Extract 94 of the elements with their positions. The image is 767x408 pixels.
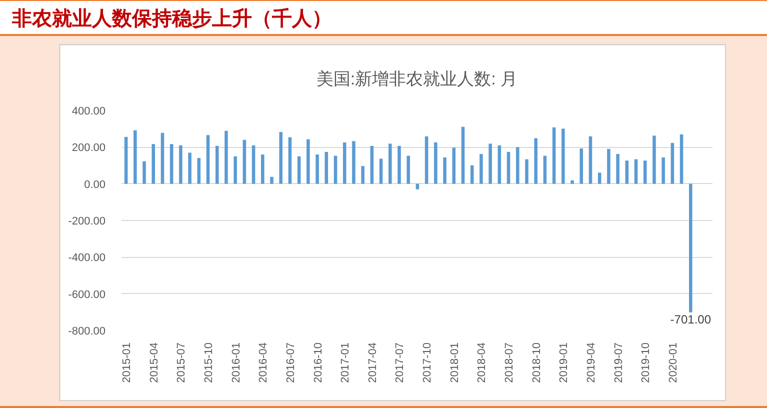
x-tick-label: 2017-04 (366, 342, 379, 383)
bar (179, 145, 182, 184)
data-label: -701.00 (670, 312, 712, 326)
bar (607, 149, 610, 184)
y-tick-label: 200.00 (72, 142, 106, 154)
bar (297, 156, 301, 184)
bar (352, 141, 356, 184)
bar (279, 132, 282, 184)
x-tick-label: 2018-04 (476, 342, 488, 383)
bar (170, 144, 174, 184)
bar (588, 136, 592, 184)
bar (598, 172, 602, 184)
bar (406, 156, 410, 184)
bar (643, 160, 647, 184)
x-tick-label: 2019-01 (558, 342, 570, 383)
bar (424, 136, 428, 184)
x-tick-label: 2015-04 (148, 342, 160, 383)
x-tick-label: 2019-10 (640, 342, 652, 383)
y-tick-label: 400.00 (72, 106, 106, 118)
chart-subtitle: 美国:新增非农就业人数: 月 (316, 70, 518, 88)
bar (152, 144, 156, 184)
bar (334, 156, 338, 184)
y-tick-label: -600.00 (68, 288, 106, 301)
bar (224, 130, 228, 184)
bar (689, 184, 692, 312)
x-tick-label: 2016-04 (258, 342, 270, 383)
y-tick-label: -400.00 (68, 252, 106, 264)
bar (215, 146, 219, 184)
x-tick-label: 2015-01 (121, 342, 134, 383)
x-tick-label: 2018-10 (530, 342, 543, 383)
x-tick-label: 2018-07 (504, 342, 516, 383)
bar (680, 134, 684, 184)
x-tick-label: 2016-07 (284, 342, 297, 383)
bar (506, 152, 510, 184)
bar (634, 159, 638, 184)
bar (160, 132, 164, 184)
x-tick-label: 2018-01 (448, 342, 461, 383)
x-tick-label: 2015-10 (203, 342, 216, 383)
bar (443, 157, 446, 184)
bar (616, 154, 620, 184)
bar (324, 152, 328, 184)
bar (543, 156, 547, 184)
bar (498, 145, 502, 184)
bar (142, 161, 146, 184)
bar (580, 148, 584, 184)
bar (124, 136, 128, 184)
bar (188, 152, 192, 184)
x-tick-label: 2020-01 (667, 342, 680, 383)
bar (270, 176, 274, 184)
bar (461, 126, 465, 184)
bar (370, 146, 374, 184)
bar (662, 157, 665, 184)
bar (452, 148, 456, 184)
x-tick-label: 2016-01 (230, 342, 242, 383)
y-tick-label: -800.00 (68, 326, 106, 338)
x-tick-label: 2015-07 (176, 342, 188, 383)
bar (488, 144, 492, 184)
bar (316, 154, 319, 184)
bar (197, 158, 201, 184)
bar (242, 140, 246, 184)
x-tick-label: 2016-10 (312, 342, 324, 383)
bar (288, 137, 292, 184)
bar (134, 130, 137, 184)
bar (434, 142, 438, 184)
bar (234, 156, 237, 184)
bar (562, 128, 565, 184)
x-tick-label: 2017-01 (340, 342, 352, 383)
x-tick-label: 2019-07 (612, 342, 625, 383)
bar (552, 127, 556, 184)
bar (206, 135, 210, 184)
bar (480, 154, 483, 184)
chart-title: 非农就业人数保持稳步上升（千人） (11, 5, 332, 32)
bar (670, 142, 674, 184)
bar (625, 160, 629, 184)
bar (342, 142, 346, 184)
bar (416, 184, 420, 190)
bar (534, 138, 538, 184)
y-tick-label: -200.00 (68, 216, 106, 228)
bar (252, 145, 256, 184)
bar (652, 136, 656, 184)
y-tick-label: 0.00 (84, 178, 106, 191)
bar (261, 154, 264, 184)
bar (398, 146, 401, 184)
bar (388, 144, 392, 184)
bar (361, 166, 364, 184)
bar (516, 147, 520, 184)
bar (570, 180, 574, 184)
bar (306, 139, 310, 184)
bar (379, 158, 383, 184)
x-tick-label: 2017-10 (422, 342, 434, 383)
x-tick-label: 2019-04 (585, 342, 598, 383)
x-tick-label: 2017-07 (394, 342, 406, 383)
bar (470, 165, 474, 184)
bar (525, 159, 528, 184)
